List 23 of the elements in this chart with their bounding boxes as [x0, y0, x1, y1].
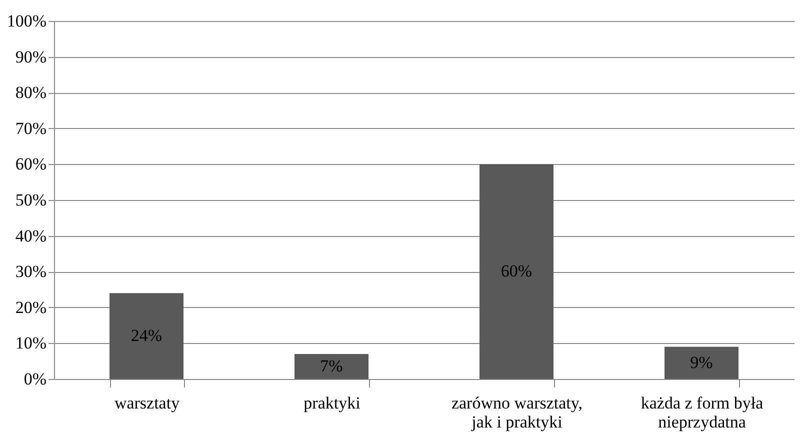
y-tick-label: 100% — [6, 12, 46, 30]
data-label: 9% — [690, 352, 713, 372]
x-tick-label: warsztaty — [114, 394, 180, 412]
x-tick-label: każda z form była nieprzydatna — [640, 394, 764, 432]
bar — [110, 293, 184, 379]
y-tick-label: 20% — [15, 298, 46, 317]
bar — [294, 354, 368, 379]
bar — [664, 346, 738, 379]
y-tick-label: 70% — [15, 118, 46, 138]
data-label: 7% — [320, 356, 343, 376]
y-tick-label: 30% — [15, 262, 46, 282]
y-tick-label: 60% — [15, 154, 46, 174]
data-label: 60% — [500, 262, 532, 281]
y-tick-label: 80% — [15, 83, 46, 102]
x-tick-label: zarówno warsztaty, jak i praktyki — [451, 394, 583, 432]
data-label: 24% — [130, 326, 162, 346]
y-tick-label: 90% — [15, 47, 46, 66]
bar — [480, 164, 554, 379]
y-tick-label: 10% — [15, 334, 46, 353]
y-tick-label: 50% — [15, 190, 46, 210]
y-tick-label: 40% — [15, 226, 46, 246]
y-tick-label: 0% — [24, 370, 46, 388]
x-tick-label: praktyki — [304, 394, 361, 412]
